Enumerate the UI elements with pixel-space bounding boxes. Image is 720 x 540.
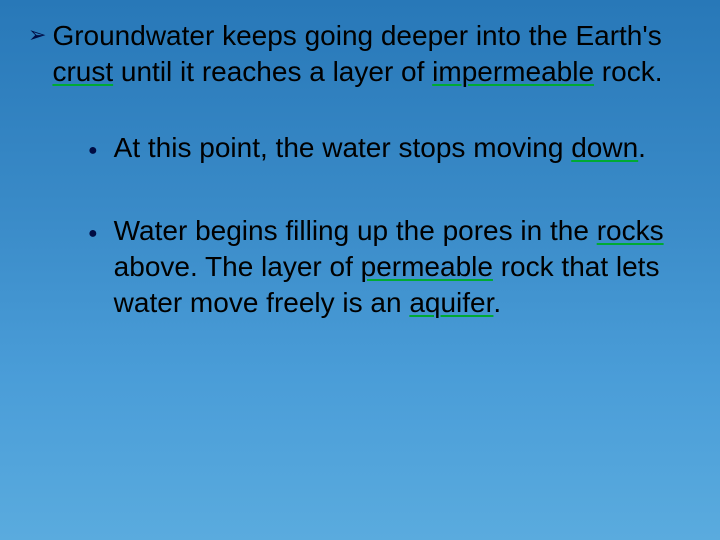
arrow-bullet-icon: ➢ bbox=[28, 22, 46, 48]
text-fragment: above. The layer of bbox=[114, 251, 361, 282]
sub-bullet-text: Water begins filling up the pores in the… bbox=[114, 213, 692, 320]
sub-bullet-item: ● Water begins filling up the pores in t… bbox=[88, 213, 692, 320]
dot-bullet-icon: ● bbox=[88, 142, 98, 160]
underlined-term-down: down bbox=[571, 132, 638, 163]
text-fragment: until it reaches a layer of bbox=[113, 56, 432, 87]
underlined-term-rocks: rocks bbox=[597, 215, 664, 246]
underlined-term-permeable: permeable bbox=[361, 251, 493, 282]
underlined-term-impermeable: impermeable bbox=[432, 56, 594, 87]
sub-bullet-item: ● At this point, the water stops moving … bbox=[88, 130, 692, 166]
text-fragment: At this point, the water stops moving bbox=[114, 132, 572, 163]
underlined-term-crust: crust bbox=[52, 56, 113, 87]
dot-bullet-icon: ● bbox=[88, 225, 98, 243]
slide-content: ➢ Groundwater keeps going deeper into th… bbox=[0, 0, 720, 387]
text-fragment: . bbox=[638, 132, 646, 163]
text-fragment: rock. bbox=[594, 56, 662, 87]
text-fragment: Water begins filling up the pores in the bbox=[114, 215, 597, 246]
text-fragment: . bbox=[493, 287, 501, 318]
sub-bullet-list: ● At this point, the water stops moving … bbox=[28, 130, 692, 321]
main-bullet-text: Groundwater keeps going deeper into the … bbox=[52, 18, 692, 90]
text-fragment: Groundwater keeps going deeper into the … bbox=[52, 20, 661, 51]
sub-bullet-text: At this point, the water stops moving do… bbox=[114, 130, 646, 166]
underlined-term-aquifer: aquifer bbox=[409, 287, 493, 318]
main-bullet-item: ➢ Groundwater keeps going deeper into th… bbox=[28, 18, 692, 90]
